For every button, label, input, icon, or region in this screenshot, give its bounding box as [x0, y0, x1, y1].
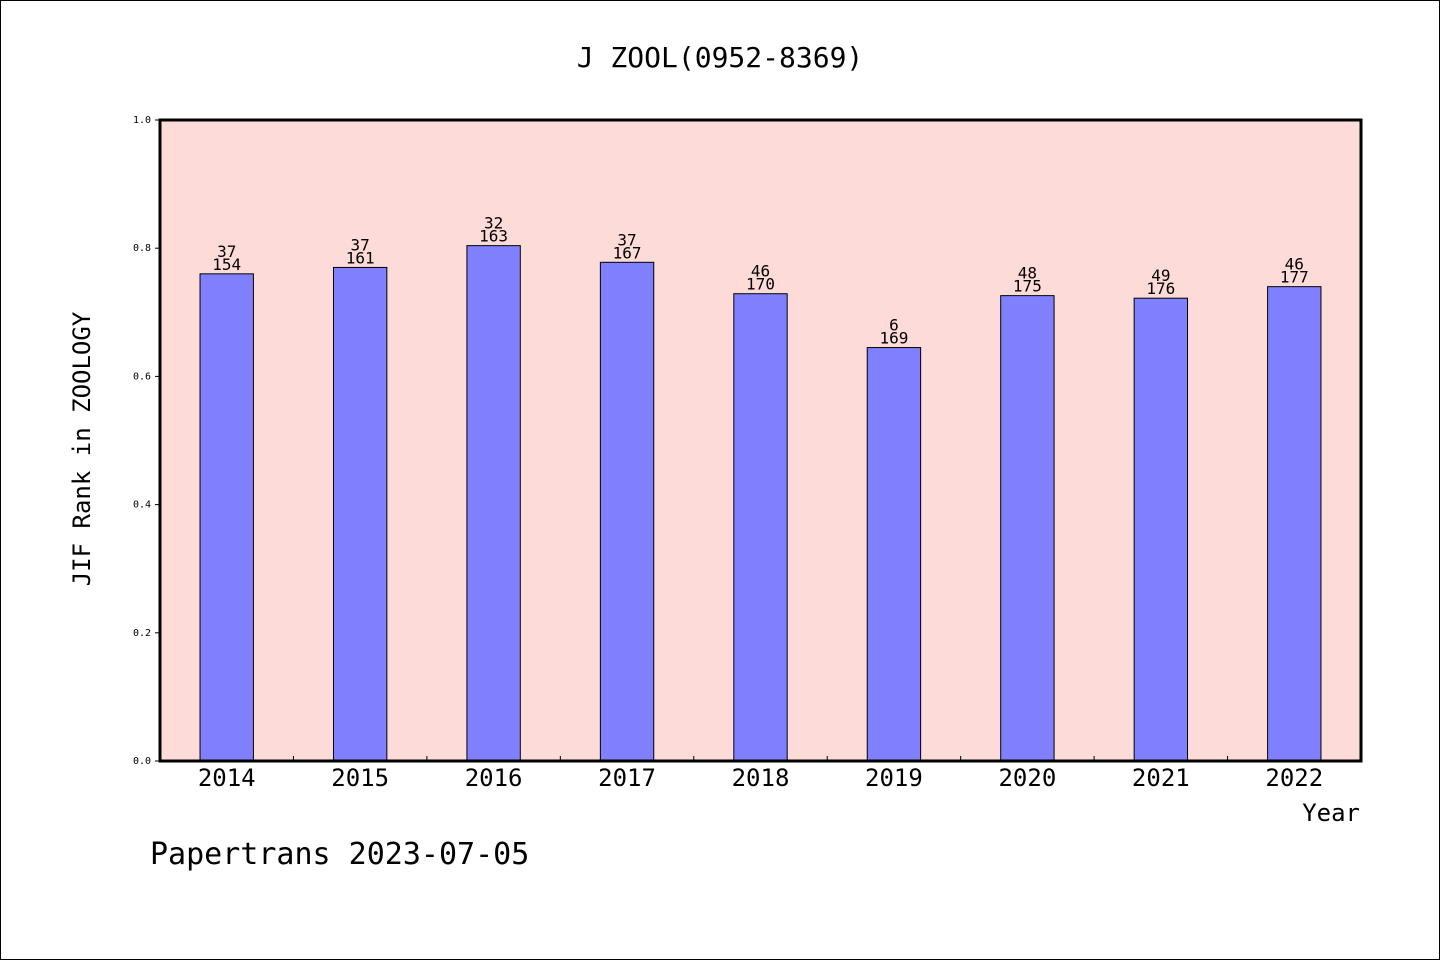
- bars-group: [199, 245, 1322, 762]
- x-axis-title: Year: [1302, 799, 1360, 827]
- bar: [866, 347, 922, 762]
- bar-total-label: 154: [212, 255, 241, 274]
- x-tick-label: 2017: [598, 764, 656, 792]
- bar-total-label: 167: [613, 243, 642, 262]
- bar-total-label: 163: [479, 227, 508, 246]
- y-axis: 0.0 0.2 0.4 0.6 0.8 1.0: [133, 115, 160, 767]
- x-tick-label: 2015: [331, 764, 389, 792]
- y-tick-label: 0.2: [133, 628, 151, 639]
- bar: [1000, 295, 1055, 762]
- x-tick-label: 2019: [865, 764, 923, 792]
- x-tick-label: 2016: [465, 764, 523, 792]
- bar-rank-label: 46: [1285, 255, 1304, 274]
- y-tick-label: 0.0: [133, 756, 151, 767]
- footer-text: Papertrans 2023-07-05: [150, 837, 529, 872]
- bar-total-label: 170: [746, 275, 775, 294]
- y-tick-label: 1.0: [133, 115, 151, 126]
- x-axis: 2014 2015 2016 2017 2018 2019 2020 2021 2022: [198, 756, 1323, 792]
- y-axis-title: JIF Rank in ZOOLOGY: [68, 311, 96, 586]
- bar-rank-label: 49: [1151, 266, 1170, 285]
- y-tick-label: 0.8: [133, 243, 151, 254]
- bar: [1133, 297, 1189, 762]
- bar: [1267, 286, 1322, 762]
- bar-rank-label: 37: [617, 230, 636, 249]
- chart-title: J ZOOL(0952-8369): [577, 41, 864, 74]
- bar-rank-label: 46: [751, 262, 770, 281]
- plot-frame: [158, 118, 1363, 763]
- x-tick-label: 2022: [1265, 764, 1323, 792]
- bar: [199, 273, 254, 762]
- bar-total-label: 177: [1280, 268, 1309, 287]
- bar-rank-label: 32: [484, 214, 503, 233]
- bar-total-label: 176: [1146, 279, 1175, 298]
- bar-total-label: 169: [879, 329, 908, 348]
- bar: [599, 261, 655, 762]
- y-tick-label: 0.6: [133, 371, 151, 382]
- bar-rank-label: 37: [351, 235, 370, 254]
- y-tick-label: 0.4: [133, 500, 151, 511]
- bar-rank-label: 37: [217, 242, 236, 261]
- x-tick-label: 2021: [1132, 764, 1190, 792]
- bar: [332, 266, 388, 762]
- x-tick-label: 2014: [198, 764, 256, 792]
- x-tick-label: 2018: [732, 764, 790, 792]
- bar-rank-label: 48: [1018, 264, 1037, 283]
- bar-rank-label: 6: [889, 316, 899, 335]
- bar: [466, 245, 521, 762]
- bar-total-label: 161: [346, 248, 375, 267]
- bar: [733, 293, 788, 762]
- bar-total-label: 175: [1013, 277, 1042, 296]
- x-tick-label: 2020: [998, 764, 1056, 792]
